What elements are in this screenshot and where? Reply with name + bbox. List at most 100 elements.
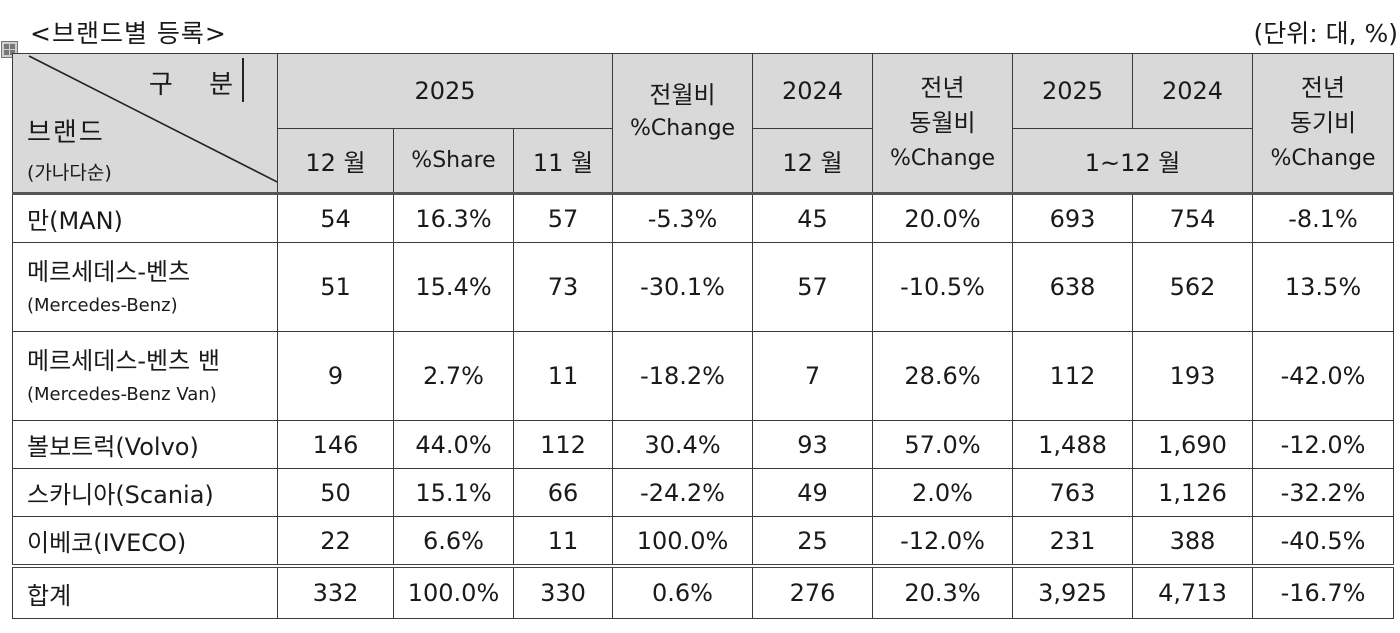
brand-cell: 이베코(IVECO) — [12, 516, 278, 567]
header-mom-change: 전월비 %Change — [612, 53, 754, 194]
nov-2025-cell: 112 — [512, 420, 614, 469]
header-dec-2024: 12 월 — [752, 128, 874, 194]
mom-cell: -24.2% — [612, 468, 754, 517]
mom-cell: -30.1% — [612, 242, 754, 332]
share-cell: 15.1% — [393, 468, 514, 517]
mom-label-en: %Change — [629, 116, 736, 142]
header-ytd-2025: 2025 — [1012, 53, 1134, 129]
ytd-2024-cell: 562 — [1132, 242, 1254, 332]
share-cell: 44.0% — [393, 420, 514, 469]
dec-2024-cell: 93 — [752, 420, 874, 469]
header-yoy-ytd: 전년 동기비 %Change — [1252, 53, 1395, 194]
mom-cell: -18.2% — [612, 331, 754, 421]
header-dec-2025: 12 월 — [277, 128, 394, 194]
brand-name-ko: 메르세데스-벤츠 — [27, 258, 191, 287]
mom-label-ko: 전월비 — [649, 81, 716, 110]
yoy-ytd-cell: -32.2% — [1252, 468, 1395, 517]
yoy-ytd-line2: 동기비 — [1289, 108, 1357, 137]
ytd-2024-cell: 1,690 — [1132, 420, 1254, 469]
dec-2024-cell: 276 — [752, 564, 874, 619]
nov-2025-cell: 11 — [512, 516, 614, 567]
header-share: %Share — [393, 128, 514, 194]
share-cell: 6.6% — [393, 516, 514, 567]
sort-note: (가나다순) — [27, 162, 112, 184]
header-ytd-range: 1~12 월 — [1012, 128, 1254, 194]
share-cell: 2.7% — [393, 331, 514, 421]
ytd-2024-cell: 4,713 — [1132, 564, 1254, 619]
ytd-2025-cell: 693 — [1012, 193, 1134, 243]
text-cursor — [242, 58, 244, 102]
header-2024: 2024 — [752, 53, 874, 129]
dec-2025-cell: 332 — [277, 564, 394, 619]
header-2025: 2025 — [276, 53, 614, 129]
yoy-month-cell: 28.6% — [872, 331, 1014, 421]
mom-cell: 30.4% — [612, 420, 754, 469]
mom-cell: 0.6% — [612, 564, 754, 619]
share-cell: 100.0% — [393, 564, 514, 619]
brand-name-ko: 메르세데스-벤츠 밴 — [27, 347, 220, 376]
nov-2025-cell: 66 — [512, 468, 614, 517]
brand-registration-table: 구 분 브랜드 (가나다순) 2025 전월비 %Change 2024 전년 … — [12, 53, 1395, 619]
dec-2024-cell: 57 — [752, 242, 874, 332]
header-nov-2025: 11 월 — [512, 128, 614, 194]
yoy-ytd-cell: -8.1% — [1252, 193, 1395, 243]
dec-2025-cell: 146 — [277, 420, 394, 469]
yoy-month-line3: %Change — [889, 145, 996, 171]
table-row: 메르세데스-벤츠 (Mercedes-Benz) 51 15.4% 73 -30… — [12, 242, 1395, 332]
dec-2024-cell: 49 — [752, 468, 874, 517]
yoy-month-cell: -10.5% — [872, 242, 1014, 332]
ytd-2024-cell: 388 — [1132, 516, 1254, 567]
ytd-2025-cell: 638 — [1012, 242, 1134, 332]
ytd-2025-cell: 1,488 — [1012, 420, 1134, 469]
yoy-month-cell: 20.3% — [872, 564, 1014, 619]
dec-2024-cell: 25 — [752, 516, 874, 567]
ytd-2025-cell: 231 — [1012, 516, 1134, 567]
yoy-month-cell: 2.0% — [872, 468, 1014, 517]
yoy-ytd-line1: 전년 — [1300, 73, 1346, 102]
table-row: 만(MAN) 54 16.3% 57 -5.3% 45 20.0% 693 75… — [12, 193, 1395, 243]
table-row: 스카니아(Scania) 50 15.1% 66 -24.2% 49 2.0% … — [12, 468, 1395, 517]
nov-2025-cell: 11 — [512, 331, 614, 421]
header-yoy-month: 전년 동월비 %Change — [872, 53, 1014, 194]
dec-2025-cell: 51 — [277, 242, 394, 332]
mom-cell: -5.3% — [612, 193, 754, 243]
table-row: 이베코(IVECO) 22 6.6% 11 100.0% 25 -12.0% 2… — [12, 516, 1395, 567]
yoy-month-line1: 전년 — [920, 73, 965, 102]
brand-name-en: (Mercedes-Benz) — [27, 294, 178, 316]
yoy-ytd-cell: -16.7% — [1252, 564, 1395, 619]
brand-cell: 볼보트럭(Volvo) — [12, 420, 278, 469]
brand-cell: 스카니아(Scania) — [12, 468, 278, 517]
dec-2024-cell: 45 — [752, 193, 874, 243]
header-ytd-2024: 2024 — [1132, 53, 1254, 129]
total-label: 합계 — [12, 564, 278, 619]
diagonal-line — [28, 55, 277, 183]
table-select-handle-icon[interactable] — [1, 41, 18, 58]
yoy-month-cell: 20.0% — [872, 193, 1014, 243]
brand-name-en: (Mercedes-Benz Van) — [27, 383, 217, 405]
ytd-2025-cell: 112 — [1012, 331, 1134, 421]
dec-2025-cell: 9 — [277, 331, 394, 421]
brand-cell: 만(MAN) — [12, 193, 278, 243]
ytd-2025-cell: 763 — [1012, 468, 1134, 517]
brand-cell: 메르세데스-벤츠 (Mercedes-Benz) — [12, 242, 278, 332]
ytd-2024-cell: 754 — [1132, 193, 1254, 243]
yoy-ytd-line3: %Change — [1270, 145, 1376, 171]
mom-cell: 100.0% — [612, 516, 754, 567]
category-label: 구 분 — [148, 70, 247, 100]
share-cell: 16.3% — [393, 193, 514, 243]
corner-header-cell: 구 분 브랜드 (가나다순) — [12, 53, 278, 194]
brand-label: 브랜드 — [27, 118, 105, 148]
ytd-2024-cell: 1,126 — [1132, 468, 1254, 517]
dec-2025-cell: 22 — [277, 516, 394, 567]
table-title: <브랜드별 등록> — [30, 19, 227, 48]
total-row: 합계 332 100.0% 330 0.6% 276 20.3% 3,925 4… — [12, 564, 1395, 619]
ytd-2024-cell: 193 — [1132, 331, 1254, 421]
yoy-month-line2: 동월비 — [909, 108, 976, 137]
unit-note: (단위: 대, %) — [1253, 19, 1398, 48]
dec-2025-cell: 54 — [277, 193, 394, 243]
share-cell: 15.4% — [393, 242, 514, 332]
nov-2025-cell: 330 — [512, 564, 614, 619]
yoy-month-cell: -12.0% — [872, 516, 1014, 567]
dec-2025-cell: 50 — [277, 468, 394, 517]
table-row: 메르세데스-벤츠 밴 (Mercedes-Benz Van) 9 2.7% 11… — [12, 331, 1395, 421]
